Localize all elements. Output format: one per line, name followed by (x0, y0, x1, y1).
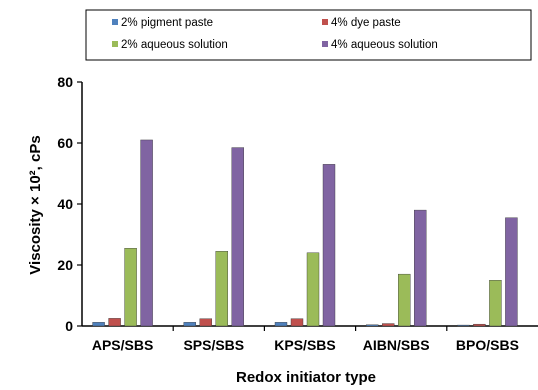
bar (183, 322, 197, 327)
y-tick-label: 20 (57, 257, 73, 273)
y-tick-label: 80 (57, 74, 73, 90)
bar (290, 318, 304, 327)
x-axis-label: Redox initiator type (236, 369, 376, 386)
x-tick-label: KPS/SBS (274, 337, 335, 353)
bar (274, 322, 288, 327)
legend-swatch (322, 41, 328, 47)
bar (199, 318, 213, 327)
bar (231, 147, 245, 327)
bar (414, 209, 427, 327)
bar (505, 217, 518, 327)
legend-swatch (112, 41, 118, 47)
legend-label: 2% pigment paste (121, 17, 213, 29)
x-tick-label: BPO/SBS (456, 337, 519, 353)
y-tick-label: 40 (57, 196, 73, 212)
bars (92, 139, 518, 327)
bar (489, 280, 502, 327)
legend: 2% pigment paste 4% dye paste 2% aqueous s… (85, 9, 532, 61)
bar (140, 139, 153, 327)
bar (382, 323, 395, 327)
bar (108, 318, 121, 327)
bar (92, 322, 105, 327)
bar (215, 251, 229, 327)
y-tick-label: 60 (57, 135, 73, 151)
axes: 0 20 40 60 80 APS/SBS SPS/SBS KPS/SBS AIBN/SBS BP… (57, 74, 538, 353)
legend-box (85, 9, 532, 61)
bar (322, 164, 336, 327)
bar (306, 252, 320, 327)
bar (457, 324, 470, 327)
y-axis-label: Viscosity × 10², cPs (27, 135, 44, 274)
legend-label: 4% dye paste (331, 17, 401, 29)
y-tick-label: 0 (65, 318, 73, 334)
legend-label: 4% aqueous solution (331, 39, 438, 51)
legend-label: 2% aqueous solution (121, 39, 228, 51)
x-tick-label: AIBN/SBS (363, 337, 430, 353)
bar (124, 248, 137, 327)
bar (398, 273, 411, 327)
bar (473, 323, 486, 327)
legend-swatch (112, 19, 118, 25)
bar (366, 324, 379, 327)
x-tick-label: APS/SBS (92, 337, 153, 353)
x-tick-label: SPS/SBS (183, 337, 244, 353)
legend-swatch (322, 19, 328, 25)
